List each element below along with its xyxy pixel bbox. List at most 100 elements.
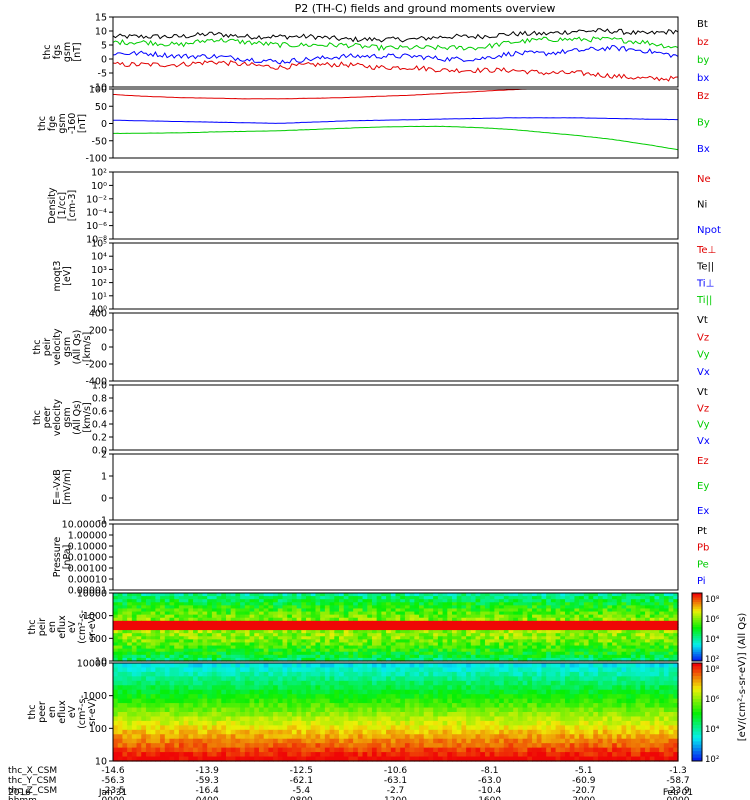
heatmap-cell [226, 630, 232, 634]
heatmap-cell [386, 654, 392, 659]
heatmap-cell [583, 611, 590, 616]
heatmap-cell [390, 636, 397, 640]
heatmap-cell [404, 680, 411, 686]
heatmap-cell [381, 633, 387, 637]
heatmap-cell [301, 602, 307, 606]
heatmap-cell [390, 667, 397, 673]
heatmap-cell [249, 654, 255, 659]
heatmap-cell [484, 703, 491, 709]
heatmap-cell [480, 663, 486, 669]
heatmap-cell [560, 654, 566, 659]
heatmap-cell [560, 663, 566, 669]
heatmap-cell [188, 642, 194, 647]
heatmap-cell [470, 694, 477, 700]
heatmap-cell [494, 645, 500, 650]
heatmap-cell [668, 636, 674, 640]
heatmap-cell [169, 645, 175, 650]
heatmap-cell [254, 642, 260, 647]
heatmap-cell [616, 593, 623, 597]
heatmap-cell [254, 680, 260, 686]
heatmap-cell [329, 617, 335, 622]
heatmap-cell [597, 593, 604, 597]
heatmap-cell [461, 680, 467, 686]
heatmap-cell [597, 734, 604, 740]
heatmap-cell [579, 738, 585, 744]
heatmap-cell [517, 648, 524, 653]
heatmap-cell [484, 599, 491, 603]
heatmap-cell [357, 712, 364, 718]
heatmap-cell [607, 712, 613, 718]
heatmap-cell [668, 694, 674, 700]
heatmap-cell [480, 611, 486, 616]
heatmap-cell [230, 636, 237, 640]
heatmap-cell [423, 645, 430, 650]
heatmap-cell [282, 608, 288, 613]
heatmap-cell [202, 676, 208, 682]
heatmap-cell [612, 725, 618, 731]
heatmap-cell [588, 627, 594, 631]
heatmap-cell [569, 680, 576, 686]
heatmap-cell [287, 680, 293, 686]
heatmap-cell [343, 720, 350, 726]
heatmap-cell [433, 676, 439, 682]
heatmap-cell [532, 608, 538, 613]
heatmap-cell [202, 685, 208, 691]
heatmap-cell [127, 685, 133, 691]
heatmap-cell [640, 602, 646, 606]
heatmap-cell [419, 676, 425, 682]
heatmap-cell [367, 657, 373, 662]
heatmap-cell [433, 651, 439, 656]
heatmap-cell [202, 694, 208, 700]
heatmap-cell [673, 667, 679, 673]
heatmap-cell [136, 694, 142, 700]
heatmap-cell [428, 602, 434, 606]
heatmap-cell [150, 651, 156, 656]
heatmap-cell [211, 703, 218, 709]
heatmap-cell [630, 639, 637, 644]
heatmap-cell [395, 694, 401, 700]
heatmap-cell [503, 602, 510, 606]
heatmap-cell [532, 738, 538, 744]
heatmap-cell [612, 620, 618, 625]
heatmap-cell [226, 623, 232, 628]
heatmap-cell [268, 680, 274, 686]
heatmap-cell [668, 712, 674, 718]
heatmap-cell [329, 596, 335, 600]
heatmap-cell [503, 694, 510, 700]
heatmap-cell [607, 694, 613, 700]
heatmap-cell [235, 716, 241, 722]
heatmap-cell [178, 707, 185, 713]
heatmap-cell [386, 738, 392, 744]
ytick-label-peir_vel: 200 [89, 326, 107, 337]
heatmap-cell [329, 685, 335, 691]
heatmap-cell [649, 729, 656, 735]
heatmap-cell [178, 636, 185, 640]
heatmap-cell [353, 633, 359, 637]
heatmap-cell [437, 685, 444, 691]
heatmap-cell [456, 605, 463, 610]
ytick-label-peer_spec: 10 [95, 757, 107, 768]
heatmap-cell [174, 614, 180, 619]
heatmap-cell [400, 720, 406, 726]
ytick-label-density: 10⁻⁸ [86, 235, 107, 246]
heatmap-cell [616, 608, 623, 613]
heatmap-cell [343, 716, 350, 722]
heatmap-cell [593, 685, 599, 691]
heatmap-cell [508, 645, 514, 650]
heatmap-cell [517, 698, 524, 704]
heatmap-cell [574, 593, 580, 597]
heatmap-cell [334, 639, 340, 644]
heatmap-cell [160, 608, 166, 613]
heatmap-cell [565, 654, 571, 659]
legend-temp: Ti|| [696, 295, 712, 306]
heatmap-cell [640, 689, 646, 695]
heatmap-cell [306, 602, 312, 606]
heatmap-cell [630, 716, 637, 722]
heatmap-cell [188, 602, 194, 606]
heatmap-cell [150, 633, 156, 637]
heatmap-cell [160, 720, 166, 726]
heatmap-cell [508, 593, 514, 597]
heatmap-cell [574, 645, 580, 650]
heatmap-cell [508, 639, 514, 644]
heatmap-cell [282, 642, 288, 647]
